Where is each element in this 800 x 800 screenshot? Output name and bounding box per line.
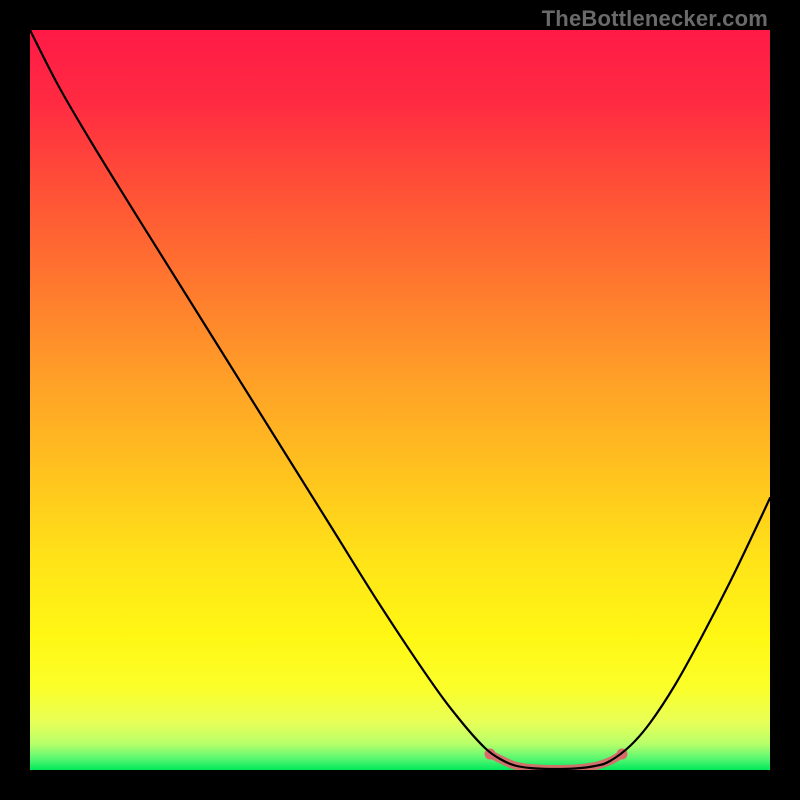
watermark-text: TheBottlenecker.com [542,6,768,32]
curve-layer [30,30,770,770]
chart-frame: TheBottlenecker.com [0,0,800,800]
highlight-segment [490,754,622,769]
bottleneck-curve [30,30,770,769]
plot-area [30,30,770,770]
